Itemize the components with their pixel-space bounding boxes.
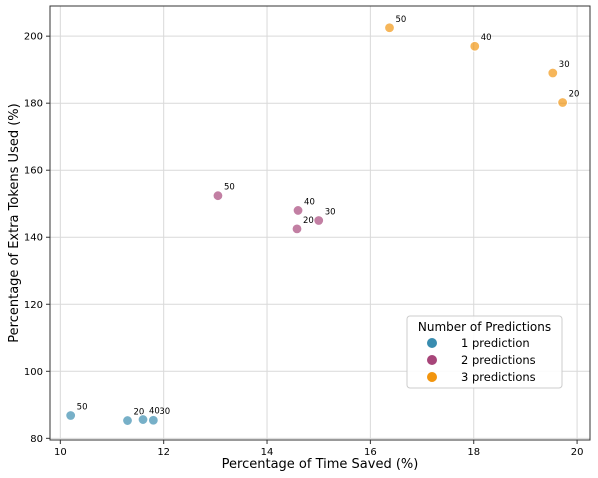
grid-lines bbox=[50, 6, 590, 440]
x-tick-label: 20 bbox=[571, 447, 584, 458]
data-point bbox=[313, 214, 325, 227]
y-tick-label: 180 bbox=[24, 99, 43, 110]
legend-label: 1 prediction bbox=[461, 336, 530, 350]
y-tick-label: 80 bbox=[30, 434, 43, 445]
data-point-label: 20 bbox=[303, 216, 314, 226]
data-point-label: 50 bbox=[224, 183, 235, 193]
data-point-label: 50 bbox=[396, 15, 407, 25]
legend-label: 3 predictions bbox=[461, 370, 536, 384]
data-point bbox=[469, 40, 481, 52]
x-tick-label: 16 bbox=[364, 447, 377, 458]
x-tick-label: 12 bbox=[157, 447, 170, 458]
y-tick-label: 200 bbox=[24, 32, 43, 43]
y-axis-label: Percentage of Extra Tokens Used (%) bbox=[7, 103, 22, 342]
data-point-label: 50 bbox=[77, 403, 88, 413]
legend-marker bbox=[427, 338, 437, 348]
x-tick-label: 18 bbox=[467, 447, 480, 458]
data-point bbox=[137, 413, 149, 426]
data-point-label: 30 bbox=[559, 60, 570, 70]
data-point-label: 40 bbox=[149, 407, 160, 417]
legend-title: Number of Predictions bbox=[418, 320, 551, 334]
data-point bbox=[65, 409, 77, 422]
data-point-label: 40 bbox=[304, 197, 315, 207]
plot-frame bbox=[49, 5, 591, 441]
data-point-label: 30 bbox=[159, 407, 170, 417]
legend: Number of Predictions 1 prediction 2 pred… bbox=[406, 315, 563, 389]
legend-marker bbox=[427, 355, 437, 365]
y-tick-label: 120 bbox=[24, 300, 43, 311]
data-point bbox=[383, 22, 396, 34]
x-axis-label: Percentage of Time Saved (%) bbox=[222, 457, 419, 472]
y-tick-label: 160 bbox=[24, 166, 43, 177]
data-point bbox=[557, 96, 569, 109]
y-tick-label: 100 bbox=[24, 367, 43, 378]
legend-marker bbox=[427, 372, 437, 382]
x-tick-label: 10 bbox=[54, 447, 67, 458]
data-point-label: 20 bbox=[134, 408, 145, 418]
legend-label: 2 predictions bbox=[461, 353, 536, 367]
data-point-label: 20 bbox=[569, 90, 580, 100]
legend-items: 1 prediction 2 predictions 3 predictions bbox=[427, 336, 536, 384]
x-tick-label: 14 bbox=[261, 447, 274, 458]
data-point bbox=[121, 414, 134, 427]
legend-box bbox=[406, 315, 563, 389]
data-point bbox=[292, 204, 304, 217]
axis-ticks: 10 12 14 16 18 20 80 100 120 140 160 180 200 bbox=[24, 32, 584, 458]
data-point bbox=[147, 414, 159, 426]
data-point bbox=[212, 190, 224, 202]
data-point bbox=[291, 223, 303, 235]
data-point bbox=[547, 67, 559, 79]
y-tick-label: 140 bbox=[24, 233, 43, 244]
data-point-label: 40 bbox=[481, 33, 492, 43]
data-point-label: 30 bbox=[325, 207, 336, 217]
